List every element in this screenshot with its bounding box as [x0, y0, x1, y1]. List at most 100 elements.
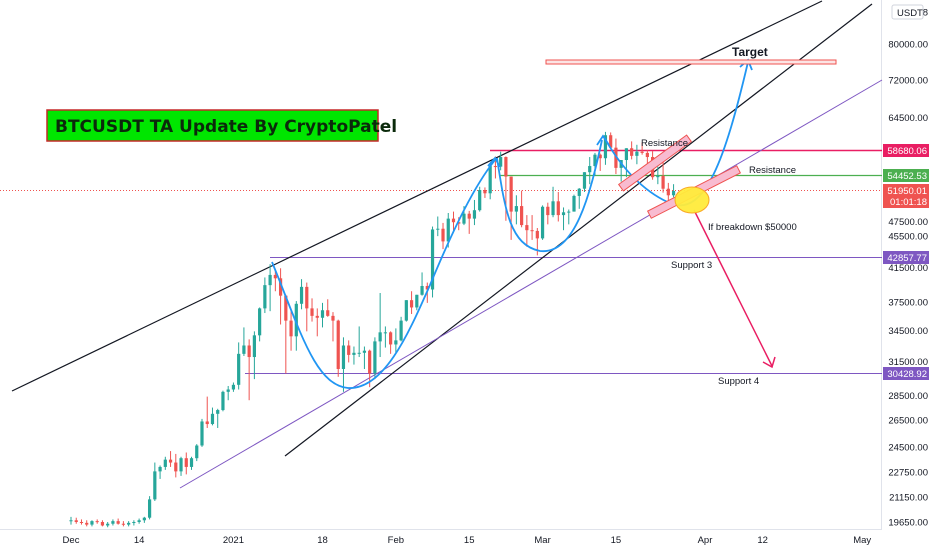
- candle-2021-01-30[interactable]: [383, 326, 387, 348]
- candle-2021-03-08[interactable]: [577, 188, 581, 209]
- candle-2021-03-20[interactable]: [640, 142, 644, 155]
- candle-2021-01-24[interactable]: [352, 346, 356, 365]
- candle-2020-12-26[interactable]: [200, 418, 204, 447]
- candle-2021-01-16[interactable]: [310, 298, 314, 322]
- candle-2021-01-21[interactable]: [336, 319, 340, 377]
- candle-2021-02-17[interactable]: [478, 186, 482, 212]
- breakdown-highlight[interactable]: [674, 186, 710, 214]
- candle-2021-01-23[interactable]: [347, 340, 351, 363]
- candle-2021-01-15[interactable]: [305, 282, 309, 332]
- candle-2021-01-07[interactable]: [263, 277, 267, 314]
- candle-2020-12-19[interactable]: [163, 456, 167, 470]
- candle-2021-01-13[interactable]: [294, 301, 298, 351]
- candle-2020-12-30[interactable]: [221, 390, 225, 412]
- candle-2021-02-12[interactable]: [451, 211, 456, 231]
- candle-2020-12-08[interactable]: [106, 522, 110, 528]
- resistance-zone-upper[interactable]: [617, 134, 693, 192]
- candle-2021-02-03[interactable]: [404, 300, 408, 322]
- candle-2021-02-06[interactable]: [420, 272, 424, 296]
- candle-2020-12-21[interactable]: [174, 453, 178, 478]
- candle-2021-03-12[interactable]: [598, 153, 602, 171]
- candle-2020-12-18[interactable]: [158, 465, 162, 479]
- candle-2021-01-25[interactable]: [357, 326, 361, 358]
- candle-2021-03-05[interactable]: [561, 207, 566, 231]
- candle-2021-01-26[interactable]: [362, 346, 367, 369]
- candle-2021-03-26[interactable]: [671, 184, 676, 198]
- candle-2021-02-09[interactable]: [436, 216, 440, 237]
- candle-2020-12-05[interactable]: [90, 520, 94, 527]
- candle-2021-02-23[interactable]: [509, 176, 513, 240]
- candle-2021-01-14[interactable]: [299, 279, 304, 310]
- candle-2020-12-03[interactable]: [79, 519, 84, 525]
- candle-2021-03-07[interactable]: [572, 194, 576, 212]
- candle-2020-12-04[interactable]: [85, 520, 89, 527]
- candle-2021-01-09[interactable]: [273, 269, 277, 292]
- candle-2021-01-06[interactable]: [258, 307, 262, 342]
- candle-2020-12-16[interactable]: [147, 496, 152, 520]
- candle-2021-02-18[interactable]: [483, 187, 487, 198]
- candle-2021-01-05[interactable]: [252, 331, 256, 380]
- candle-2021-02-16[interactable]: [472, 199, 477, 226]
- candle-2021-03-03[interactable]: [551, 186, 555, 218]
- candle-2021-02-21[interactable]: [499, 151, 503, 171]
- candle-2020-12-24[interactable]: [189, 456, 194, 470]
- candle-2021-02-25[interactable]: [520, 190, 524, 228]
- candle-2020-12-25[interactable]: [195, 444, 199, 462]
- candle-2021-01-10[interactable]: [278, 268, 283, 325]
- candle-2020-12-09[interactable]: [111, 519, 115, 526]
- candle-2021-01-18[interactable]: [320, 302, 325, 328]
- candle-2021-01-11[interactable]: [284, 294, 288, 374]
- candle-2021-03-23[interactable]: [656, 166, 660, 185]
- candle-2021-01-29[interactable]: [378, 293, 382, 358]
- candle-2021-02-01[interactable]: [394, 328, 398, 353]
- candle-2020-12-15[interactable]: [142, 516, 146, 523]
- candle-2021-03-13[interactable]: [603, 131, 608, 165]
- upper-channel-trendline[interactable]: [11, 0, 823, 392]
- candle-2021-03-19[interactable]: [635, 144, 639, 165]
- candle-2021-01-28[interactable]: [373, 337, 377, 380]
- candle-2020-12-12[interactable]: [127, 521, 131, 527]
- candle-2021-02-10[interactable]: [441, 222, 445, 250]
- candle-2021-03-10[interactable]: [588, 157, 592, 185]
- price-tag-58680.06[interactable]: 58680.06: [883, 144, 929, 157]
- candle-2020-12-31[interactable]: [226, 385, 230, 401]
- candle-2021-01-19[interactable]: [326, 299, 330, 317]
- candle-2021-02-02[interactable]: [399, 316, 403, 342]
- candle-2020-12-02[interactable]: [74, 517, 78, 524]
- candle-2021-01-12[interactable]: [289, 310, 293, 351]
- price-tag-42857.77[interactable]: 42857.77: [883, 251, 929, 264]
- candle-2020-12-29[interactable]: [216, 408, 220, 428]
- candle-2021-03-09[interactable]: [582, 172, 587, 192]
- candle-2021-02-24[interactable]: [514, 195, 518, 225]
- rising-support-trendline[interactable]: [284, 3, 873, 457]
- candle-2021-01-17[interactable]: [315, 308, 319, 337]
- candle-2021-01-04[interactable]: [247, 339, 251, 401]
- candle-2021-03-18[interactable]: [630, 141, 634, 160]
- price-axis-background[interactable]: [882, 0, 932, 550]
- candle-2020-12-20[interactable]: [168, 451, 173, 467]
- candle-2020-12-07[interactable]: [100, 520, 105, 527]
- candle-2020-12-28[interactable]: [210, 407, 215, 426]
- candle-2021-02-04[interactable]: [409, 291, 414, 314]
- candle-2020-12-22[interactable]: [179, 456, 183, 476]
- candle-2020-12-11[interactable]: [121, 521, 125, 527]
- purple-trendline[interactable]: [179, 79, 883, 489]
- price-tag-30428.92[interactable]: 30428.92: [883, 367, 929, 380]
- candle-2021-01-22[interactable]: [341, 337, 346, 392]
- candle-2020-12-01[interactable]: [69, 516, 73, 525]
- candle-2021-02-05[interactable]: [415, 294, 419, 311]
- candle-2021-03-14[interactable]: [609, 132, 613, 149]
- candle-2021-02-08[interactable]: [430, 226, 435, 298]
- candle-2021-03-24[interactable]: [661, 158, 665, 193]
- candle-2020-12-10[interactable]: [116, 518, 120, 525]
- candle-2021-01-03[interactable]: [242, 327, 246, 356]
- candle-2021-02-27[interactable]: [530, 215, 534, 240]
- candle-2021-02-15[interactable]: [467, 210, 471, 234]
- target-zone[interactable]: [545, 59, 837, 65]
- candle-2021-01-08[interactable]: [268, 264, 272, 312]
- candle-2021-03-25[interactable]: [666, 182, 670, 202]
- candle-2021-03-02[interactable]: [546, 202, 550, 225]
- candle-2021-03-04[interactable]: [556, 191, 560, 222]
